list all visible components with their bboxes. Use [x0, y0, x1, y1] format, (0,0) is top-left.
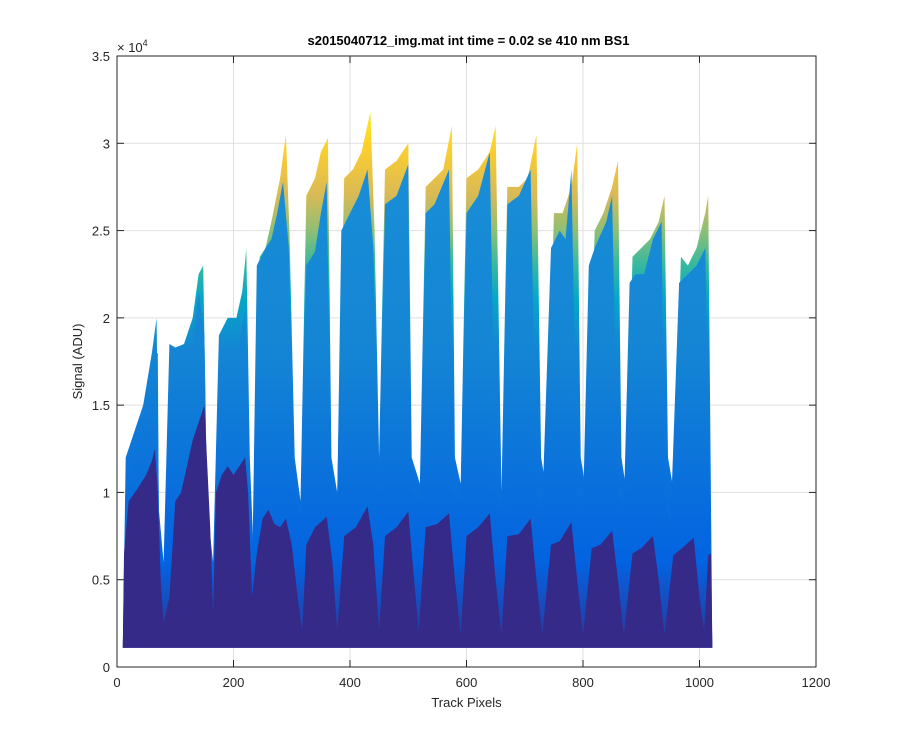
- x-axis: 0 200 400 600 800 1000 1200: [113, 56, 830, 690]
- series-layer: [122, 111, 713, 648]
- y-tick-label: 0.5: [92, 573, 110, 588]
- y-axis-label: Signal (ADU): [70, 324, 85, 400]
- x-tick-label: 0: [113, 675, 120, 690]
- y-tick-label: 1.5: [92, 398, 110, 413]
- y-tick-label: 3.5: [92, 49, 110, 64]
- x-tick-label: 600: [456, 675, 478, 690]
- y-axis-exponent: × 104: [117, 38, 148, 55]
- y-tick-label: 2: [103, 311, 110, 326]
- y-tick-label: 1: [103, 485, 110, 500]
- y-tick-label: 2.5: [92, 224, 110, 239]
- series-area-0: [122, 405, 713, 648]
- chart-title: s2015040712_img.mat int time = 0.02 se 4…: [308, 33, 630, 48]
- y-axis-exponent-power: 4: [143, 38, 148, 48]
- y-tick-label: 3: [103, 136, 110, 151]
- y-axis: 0 0.5 1 1.5 2 2.5 3 3.5: [92, 49, 816, 675]
- y-tick-label: 0: [103, 660, 110, 675]
- y-axis-exponent-base: × 10: [117, 40, 143, 55]
- x-tick-label: 1200: [802, 675, 831, 690]
- x-tick-label: 200: [223, 675, 245, 690]
- x-tick-label: 800: [572, 675, 594, 690]
- x-axis-label: Track Pixels: [431, 695, 502, 710]
- x-tick-label: 1000: [685, 675, 714, 690]
- x-tick-label: 400: [339, 675, 361, 690]
